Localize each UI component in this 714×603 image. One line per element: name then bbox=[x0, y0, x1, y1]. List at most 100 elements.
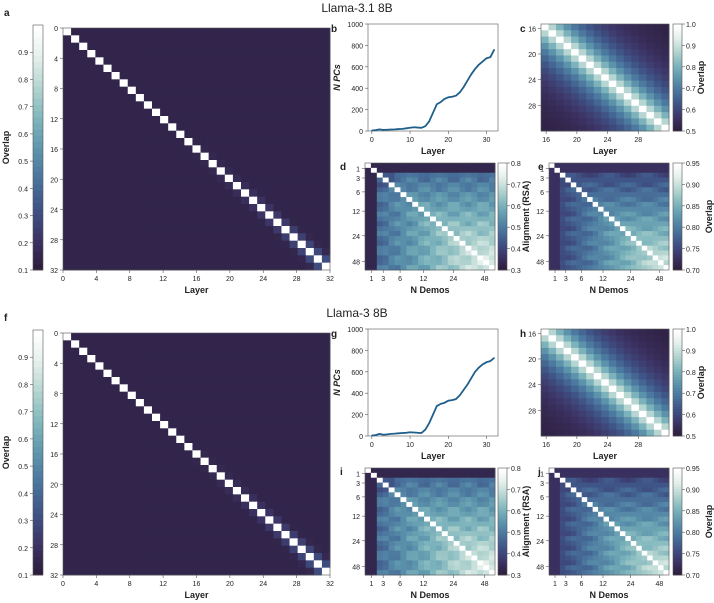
heatmap-cell bbox=[412, 506, 419, 513]
heatmap-cell bbox=[241, 240, 250, 249]
heatmap-cell bbox=[388, 555, 395, 561]
x-tick-label: 20 bbox=[573, 442, 581, 449]
heatmap-cell bbox=[477, 172, 484, 178]
panel-letter: e bbox=[538, 162, 544, 173]
heatmap-cell bbox=[305, 399, 315, 407]
heatmap-cell bbox=[143, 501, 153, 510]
heatmap-cell bbox=[208, 406, 218, 415]
heatmap-cell bbox=[224, 545, 234, 554]
heatmap-cell bbox=[305, 130, 315, 139]
heatmap-cell bbox=[305, 553, 315, 561]
heatmap-cell bbox=[609, 192, 615, 198]
heatmap-cell bbox=[424, 550, 431, 556]
colorbar-step bbox=[498, 556, 507, 560]
heatmap-cell bbox=[224, 362, 234, 371]
heatmap-cell bbox=[447, 260, 455, 266]
colorbar-step bbox=[498, 213, 507, 217]
heatmap-cell bbox=[208, 340, 218, 349]
heatmap-cell bbox=[400, 555, 407, 561]
heatmap-cell bbox=[257, 377, 266, 385]
heatmap-cell bbox=[160, 567, 169, 576]
heatmap-cell bbox=[273, 123, 282, 132]
heatmap-cell bbox=[257, 362, 266, 371]
heatmap-cell bbox=[388, 240, 395, 247]
heatmap-cell bbox=[370, 255, 378, 261]
heatmap-cell bbox=[184, 28, 193, 36]
heatmap-cell bbox=[601, 118, 610, 126]
heatmap-cell bbox=[321, 138, 331, 146]
heatmap-cell bbox=[441, 255, 449, 261]
heatmap-cell bbox=[578, 99, 587, 107]
heatmap-cell bbox=[111, 399, 121, 407]
heatmap-cell bbox=[184, 362, 193, 371]
heatmap-cell bbox=[143, 450, 153, 459]
heatmap-cell bbox=[365, 206, 372, 213]
heatmap-cell bbox=[241, 50, 250, 58]
heatmap-cell bbox=[548, 329, 557, 336]
heatmap-cell bbox=[63, 233, 72, 242]
heatmap-cell bbox=[79, 101, 88, 110]
heatmap-cell bbox=[418, 216, 425, 222]
heatmap-cell bbox=[548, 385, 557, 393]
heatmap-cell bbox=[135, 248, 145, 256]
heatmap-cell bbox=[265, 218, 274, 227]
heatmap-cell bbox=[400, 560, 407, 566]
heatmap-cell bbox=[412, 167, 419, 174]
heatmap-cell bbox=[376, 477, 384, 483]
heatmap-cell bbox=[143, 406, 153, 415]
heatmap-cell bbox=[297, 189, 307, 198]
heatmap-cell bbox=[111, 347, 121, 356]
heatmap-cell bbox=[586, 391, 595, 399]
heatmap-cell bbox=[400, 477, 407, 483]
heatmap-cell bbox=[103, 479, 112, 488]
heatmap-cell bbox=[663, 167, 670, 174]
heatmap-cell bbox=[382, 545, 390, 552]
heatmap-cell bbox=[406, 245, 413, 251]
heatmap-cell bbox=[95, 174, 104, 183]
heatmap-cell bbox=[63, 57, 72, 66]
heatmap-cell bbox=[63, 333, 72, 341]
heatmap-cell bbox=[313, 101, 323, 110]
heatmap-cell bbox=[587, 468, 594, 474]
heatmap-cell bbox=[87, 204, 96, 212]
heatmap-cell bbox=[281, 108, 290, 117]
heatmap-cell bbox=[388, 177, 395, 183]
heatmap-cell bbox=[570, 468, 577, 474]
heatmap-cell bbox=[447, 187, 455, 193]
heatmap-cell bbox=[281, 116, 290, 124]
heatmap-cell bbox=[658, 477, 664, 483]
heatmap-cell bbox=[483, 487, 490, 493]
heatmap-cell bbox=[143, 196, 153, 205]
heatmap-cell bbox=[160, 116, 169, 124]
heatmap-cell bbox=[176, 340, 185, 349]
heatmap-cell bbox=[646, 329, 655, 336]
data-point bbox=[478, 64, 480, 66]
heatmap-cell bbox=[548, 36, 557, 44]
heatmap-cell bbox=[459, 260, 466, 266]
heatmap-cell bbox=[79, 196, 88, 205]
heatmap-cell bbox=[119, 391, 129, 400]
heatmap-cell bbox=[143, 130, 153, 139]
heatmap-cell bbox=[578, 86, 587, 94]
heatmap-cell bbox=[321, 226, 331, 234]
heatmap-cell bbox=[578, 112, 587, 119]
heatmap-cell bbox=[608, 385, 617, 393]
heatmap-cell bbox=[603, 231, 610, 237]
data-point bbox=[489, 360, 491, 362]
colorbar-step bbox=[498, 569, 507, 573]
colorbar-step bbox=[673, 109, 682, 113]
heatmap-cell bbox=[249, 406, 258, 415]
heatmap-cell bbox=[160, 391, 169, 400]
heatmap-cell bbox=[465, 536, 472, 542]
heatmap-cell bbox=[441, 521, 449, 527]
heatmap-cell bbox=[216, 553, 226, 561]
heatmap-cell bbox=[168, 94, 177, 102]
heatmap-cell bbox=[63, 472, 72, 481]
heatmap-cell bbox=[192, 494, 201, 503]
heatmap-cell bbox=[160, 435, 169, 444]
heatmap-cell bbox=[559, 172, 566, 178]
heatmap-cell bbox=[592, 201, 599, 208]
heatmap-cell bbox=[570, 472, 577, 479]
heatmap-cell bbox=[424, 487, 431, 493]
